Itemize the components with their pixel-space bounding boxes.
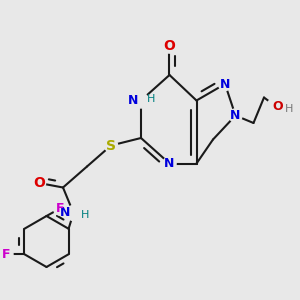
Text: N: N [60,206,70,220]
Text: F: F [2,248,11,261]
Text: O: O [33,176,45,190]
Text: H: H [81,209,90,220]
Text: N: N [164,157,175,170]
Text: N: N [220,77,230,91]
Circle shape [66,206,81,220]
Text: O: O [164,40,175,53]
Circle shape [218,77,232,91]
Circle shape [229,109,242,122]
Circle shape [0,248,13,261]
Circle shape [104,139,118,152]
Circle shape [163,157,176,170]
Text: H: H [147,94,156,104]
Circle shape [32,176,46,190]
Text: S: S [106,139,116,152]
Text: O: O [272,100,283,113]
Text: N: N [230,109,241,122]
Circle shape [267,98,285,116]
Circle shape [163,40,176,53]
Text: F: F [56,202,64,215]
Text: H: H [285,104,294,115]
Circle shape [134,93,148,108]
Circle shape [53,202,67,215]
Text: N: N [128,94,138,107]
